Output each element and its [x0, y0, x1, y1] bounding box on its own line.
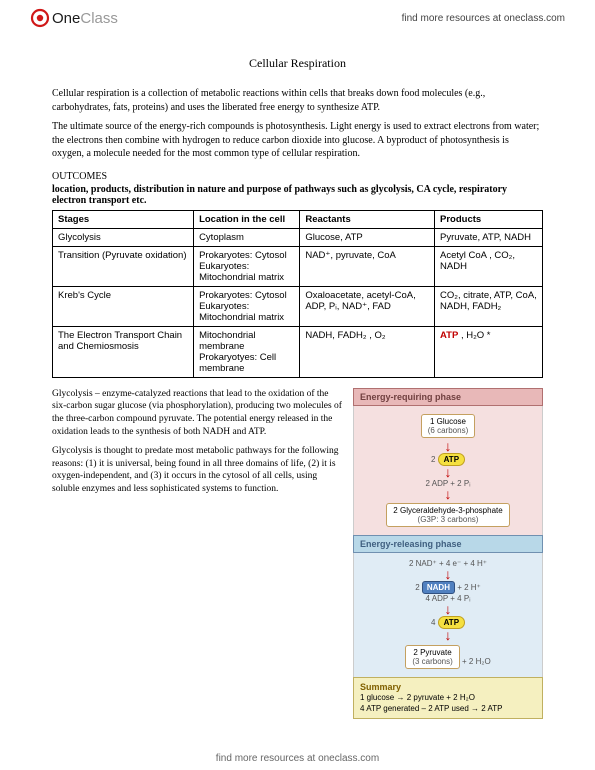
- page-header: OneClass find more resources at oneclass…: [0, 0, 595, 32]
- arrow-icon: ↓: [360, 467, 536, 478]
- two-column-section: Glycolysis – enzyme-catalyzed reactions …: [52, 388, 543, 720]
- cell-location: Prokaryotes: Cytosol Eukaryotes: Mitocho…: [194, 286, 300, 326]
- nadh-suffix: + 2 H⁺: [455, 583, 481, 592]
- arrow-icon: ↓: [360, 630, 536, 641]
- arrow-icon: ↓: [360, 441, 536, 452]
- cell-location: Cytoplasm: [194, 228, 300, 246]
- cell-products: CO₂, citrate, ATP, CoA, NADH, FADH₂: [435, 286, 543, 326]
- intro-para-1: Cellular respiration is a collection of …: [52, 87, 543, 114]
- energy-releasing-body: 2 NAD⁺ + 4 e⁻ + 4 H⁺ ↓ 2 NADH + 2 H⁺ 4 A…: [353, 553, 543, 677]
- arrow-icon: ↓: [360, 569, 536, 580]
- th-products: Products: [435, 210, 543, 228]
- pyruvate-row: 2 Pyruvate (3 carbons) + 2 H₂O: [360, 643, 536, 671]
- glycolysis-para-2: Glycolysis is thought to predate most me…: [52, 445, 343, 496]
- pyruvate-sub: (3 carbons): [412, 657, 452, 666]
- nadh-count: 2: [415, 583, 422, 592]
- logo-one: One: [52, 10, 80, 27]
- logo-text: OneClass: [52, 10, 118, 27]
- th-location: Location in the cell: [194, 210, 300, 228]
- header-tagline[interactable]: find more resources at oneclass.com: [402, 13, 565, 24]
- cell-stage: Kreb's Cycle: [53, 286, 194, 326]
- cell-products: Pyruvate, ATP, NADH: [435, 228, 543, 246]
- arrow-icon: ↓: [360, 604, 536, 615]
- atp-count: 2: [431, 455, 438, 464]
- summary-line-1: 1 glucose → 2 pyruvate + 2 H₂O: [360, 693, 536, 703]
- logo-icon: [30, 8, 50, 28]
- document-body: Cellular Respiration Cellular respiratio…: [0, 32, 595, 719]
- glycolysis-text: Glycolysis – enzyme-catalyzed reactions …: [52, 388, 343, 720]
- energy-requiring-header: Energy-requiring phase: [353, 388, 543, 406]
- g3p-box: 2 Glyceraldehyde-3-phosphate (G3P: 3 car…: [386, 503, 509, 527]
- th-stages: Stages: [53, 210, 194, 228]
- g3p-sub: (G3P: 3 carbons): [418, 515, 479, 524]
- outcomes-line: location, products, distribution in natu…: [52, 184, 543, 206]
- cell-reactants: Glucose, ATP: [300, 228, 435, 246]
- logo: OneClass: [30, 8, 118, 28]
- pyruvate-box: 2 Pyruvate (3 carbons): [405, 645, 459, 669]
- energy-releasing-header: Energy-releasing phase: [353, 535, 543, 553]
- table-row: Kreb's Cycle Prokaryotes: Cytosol Eukary…: [53, 286, 543, 326]
- nadh-badge: NADH: [422, 581, 455, 594]
- pyruvate-label: 2 Pyruvate: [413, 648, 451, 657]
- glucose-sub: (6 carbons): [428, 426, 468, 435]
- outcomes-label: OUTCOMES: [52, 171, 543, 182]
- glucose-label: 1 Glucose: [430, 417, 466, 426]
- table-row: The Electron Transport Chain and Chemios…: [53, 326, 543, 377]
- cell-reactants: NAD⁺, pyruvate, CoA: [300, 246, 435, 286]
- summary-box: Summary 1 glucose → 2 pyruvate + 2 H₂O 4…: [353, 677, 543, 719]
- glycolysis-para-1: Glycolysis – enzyme-catalyzed reactions …: [52, 388, 343, 439]
- atp4-count: 4: [431, 618, 438, 627]
- summary-line-2: 4 ATP generated – 2 ATP used → 2 ATP: [360, 704, 536, 714]
- glucose-box: 1 Glucose (6 carbons): [421, 414, 475, 438]
- arrow-icon: ↓: [360, 489, 536, 500]
- th-reactants: Reactants: [300, 210, 435, 228]
- page-title: Cellular Respiration: [52, 56, 543, 71]
- table-header-row: Stages Location in the cell Reactants Pr…: [53, 210, 543, 228]
- logo-class: Class: [80, 10, 118, 27]
- cell-products: ATP , H₂O *: [435, 326, 543, 377]
- cell-products: Acetyl CoA , CO₂, NADH: [435, 246, 543, 286]
- energy-requiring-body: 1 Glucose (6 carbons) ↓ 2 ATP ↓ 2 ADP + …: [353, 406, 543, 536]
- cell-reactants: NADH, FADH₂ , O₂: [300, 326, 435, 377]
- summary-title: Summary: [360, 682, 536, 694]
- products-suffix: , H₂O *: [458, 330, 490, 341]
- table-row: Transition (Pyruvate oxidation) Prokaryo…: [53, 246, 543, 286]
- stages-table: Stages Location in the cell Reactants Pr…: [52, 210, 543, 378]
- table-row: Glycolysis Cytoplasm Glucose, ATP Pyruva…: [53, 228, 543, 246]
- cell-location: Mitochondrial membrane Prokaryotyes: Cel…: [194, 326, 300, 377]
- g3p-label: 2 Glyceraldehyde-3-phosphate: [393, 506, 502, 515]
- cell-stage: Transition (Pyruvate oxidation): [53, 246, 194, 286]
- intro-para-2: The ultimate source of the energy-rich c…: [52, 120, 543, 161]
- h2o-label: + 2 H₂O: [462, 657, 491, 666]
- glycolysis-diagram: Energy-requiring phase 1 Glucose (6 carb…: [353, 388, 543, 720]
- atp-highlight: ATP: [440, 330, 458, 341]
- cell-stage: The Electron Transport Chain and Chemios…: [53, 326, 194, 377]
- footer-tagline[interactable]: find more resources at oneclass.com: [0, 753, 595, 764]
- cell-stage: Glycolysis: [53, 228, 194, 246]
- cell-location: Prokaryotes: Cytosol Eukaryotes: Mitocho…: [194, 246, 300, 286]
- cell-reactants: Oxaloacetate, acetyl-CoA, ADP, Pᵢ, NAD⁺,…: [300, 286, 435, 326]
